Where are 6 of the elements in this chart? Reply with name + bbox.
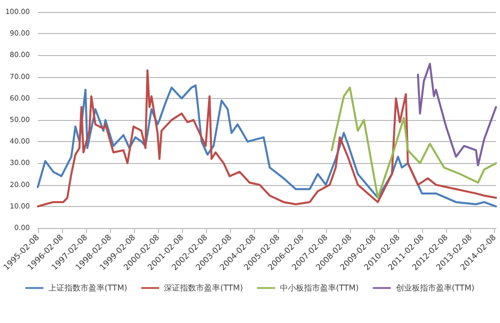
legend-label: 深证指数市盈率(TTM) <box>164 284 244 292</box>
line-series <box>416 62 497 166</box>
legend-label: 上证指数市盈率(TTM) <box>48 284 128 292</box>
legend-label: 创业板指市盈率(TTM) <box>396 284 475 292</box>
legend-label: 中小板指市盈率(TTM) <box>280 284 359 292</box>
line-series <box>330 86 497 199</box>
